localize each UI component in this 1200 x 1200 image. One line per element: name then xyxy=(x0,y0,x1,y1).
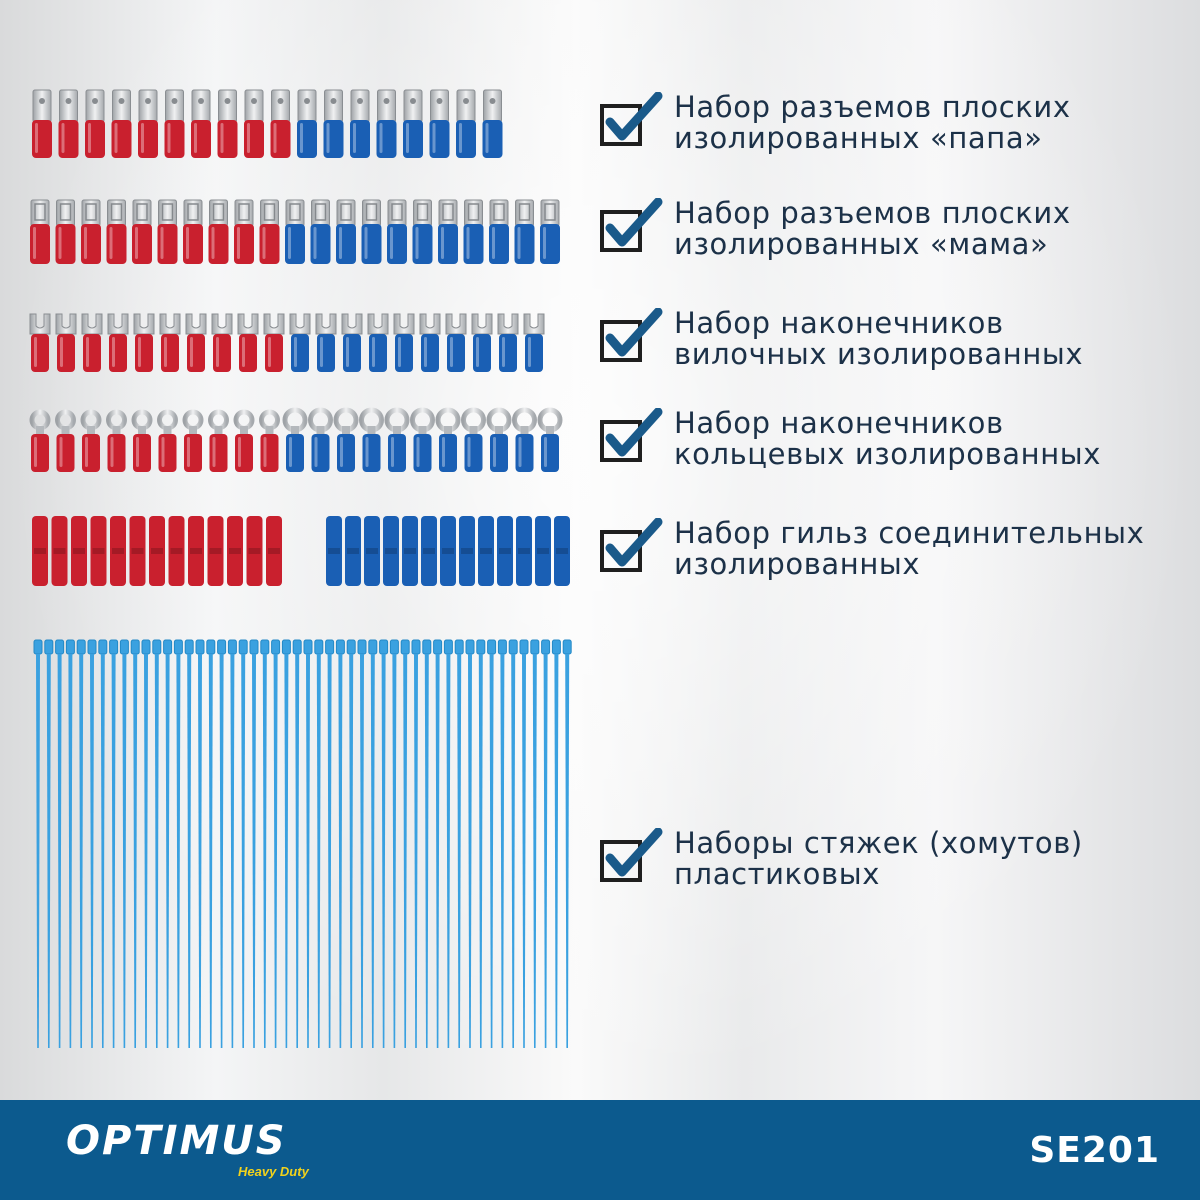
feature-male-spade: Набор разъемов плоских изолированных «па… xyxy=(598,92,1198,172)
checkbox-checked-icon xyxy=(600,198,663,252)
checkbox-checked-icon xyxy=(600,518,663,572)
feature-line-1: Набор наконечников xyxy=(674,406,1004,440)
product-parts-illustration xyxy=(29,89,572,1048)
feature-label: Наборы стяжек (хомутов) пластиковых xyxy=(674,828,1083,890)
product-sku: SE201 xyxy=(1029,1130,1160,1171)
feature-line-2: кольцевых изолированных xyxy=(674,437,1102,471)
male-spade-terminals xyxy=(32,89,503,158)
cable-ties xyxy=(33,639,572,1048)
feature-butt-splice: Набор гильз соединительных изолированных xyxy=(598,518,1198,598)
footer-bar: OPTIMUS Heavy Duty SE201 xyxy=(0,1100,1200,1200)
feature-ring-terminal: Набор наконечников кольцевых изолированн… xyxy=(598,408,1198,488)
checkbox-checked-icon xyxy=(600,92,663,146)
feature-line-1: Набор гильз соединительных xyxy=(674,516,1145,550)
feature-line-1: Набор разъемов плоских xyxy=(674,196,1071,230)
brand-tagline: Heavy Duty xyxy=(238,1164,309,1179)
feature-line-1: Наборы стяжек (хомутов) xyxy=(674,826,1083,860)
feature-line-2: изолированных «мама» xyxy=(674,227,1049,261)
feature-label: Набор разъемов плоских изолированных «ма… xyxy=(674,198,1071,260)
butt-splices xyxy=(32,516,570,586)
feature-line-1: Набор наконечников xyxy=(674,306,1004,340)
feature-line-2: пластиковых xyxy=(674,857,880,891)
feature-line-2: вилочных изолированных xyxy=(674,337,1084,371)
feature-label: Набор гильз соединительных изолированных xyxy=(674,518,1144,580)
feature-label: Набор наконечников кольцевых изолированн… xyxy=(674,408,1101,470)
brand-logo: OPTIMUS xyxy=(66,1118,287,1164)
feature-line-2: изолированных «папа» xyxy=(674,121,1043,155)
feature-female-spade: Набор разъемов плоских изолированных «ма… xyxy=(598,198,1198,278)
checkbox-checked-icon xyxy=(600,408,663,462)
feature-cable-ties: Наборы стяжек (хомутов) пластиковых xyxy=(598,828,1198,908)
feature-fork-terminal: Набор наконечников вилочных изолированны… xyxy=(598,308,1198,388)
fork-terminals xyxy=(29,313,545,372)
feature-label: Набор наконечников вилочных изолированны… xyxy=(674,308,1083,370)
checkbox-checked-icon xyxy=(600,308,663,362)
ring-terminals xyxy=(29,407,563,472)
female-spade-terminals xyxy=(30,199,560,264)
feature-line-2: изолированных xyxy=(674,547,921,581)
feature-label: Набор разъемов плоских изолированных «па… xyxy=(674,92,1071,154)
feature-line-1: Набор разъемов плоских xyxy=(674,90,1071,124)
checkbox-checked-icon xyxy=(600,828,663,882)
